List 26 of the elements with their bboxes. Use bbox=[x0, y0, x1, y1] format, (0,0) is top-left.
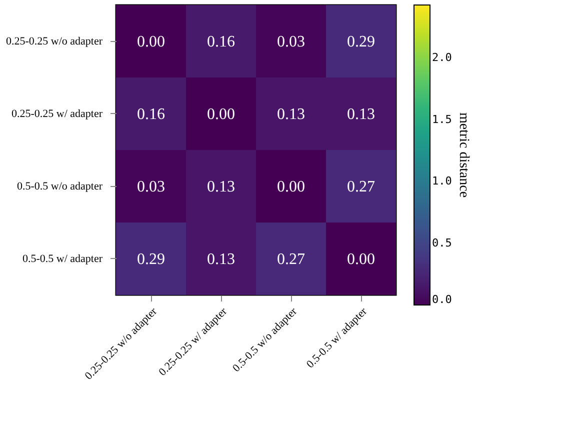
y-tick-label: 0.25-0.25 w/ adapter bbox=[11, 108, 103, 120]
data-label: 0.03 bbox=[277, 33, 305, 50]
data-label: 0.27 bbox=[277, 250, 305, 268]
data-label: 0.16 bbox=[137, 106, 165, 123]
color-bar-label: 0.0 bbox=[432, 293, 452, 306]
color-bar-title: metric distance bbox=[456, 112, 471, 198]
data-label: 0.00 bbox=[277, 178, 305, 196]
data-label: 0.27 bbox=[347, 178, 375, 196]
data-label: 0.00 bbox=[137, 33, 165, 50]
y-tick-label: 0.25-0.25 w/o adapter bbox=[6, 35, 103, 48]
color-bar-label: 0.5 bbox=[432, 236, 452, 250]
data-label: 0.13 bbox=[347, 106, 375, 123]
data-label: 0.00 bbox=[207, 106, 235, 123]
data-label: 0.16 bbox=[207, 33, 235, 50]
data-label: 0.03 bbox=[137, 178, 165, 196]
data-label: 0.13 bbox=[207, 250, 235, 268]
data-label: 0.13 bbox=[277, 106, 305, 123]
color-bar-label: 2.0 bbox=[432, 51, 452, 64]
y-tick-label: 0.5-0.5 w/ adapter bbox=[22, 252, 103, 265]
color-bar-label: 1.0 bbox=[432, 174, 452, 188]
y-tick-label: 0.5-0.5 w/o adapter bbox=[16, 180, 103, 192]
data-label: 0.00 bbox=[347, 250, 375, 268]
data-label: 0.13 bbox=[207, 178, 235, 196]
data-label: 0.29 bbox=[347, 33, 375, 50]
color-bar-label: 1.5 bbox=[432, 112, 452, 126]
data-label: 0.29 bbox=[137, 250, 165, 268]
